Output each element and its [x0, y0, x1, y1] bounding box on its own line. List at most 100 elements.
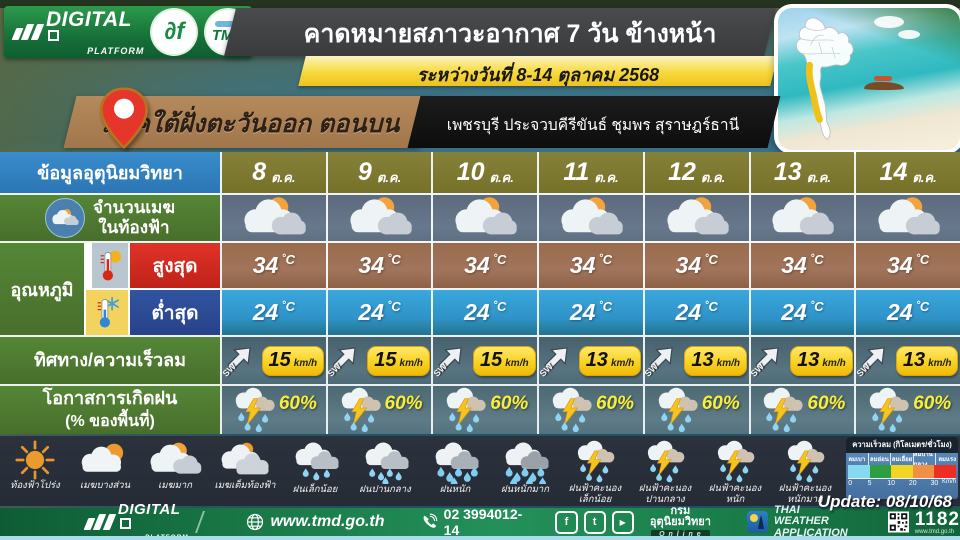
min-temp-label: ต่ำสุด — [130, 290, 220, 335]
max-temp-cell: 34 ˚C — [856, 243, 960, 288]
wind-scale-title: ความเร็วลม (กิโลเมตร/ชั่วโมง) — [846, 437, 958, 453]
cloud-decor — [874, 16, 904, 28]
cloud-sun-icon — [45, 198, 86, 238]
youtube-icon[interactable]: ▶ — [611, 510, 634, 534]
logo-platform: PLATFORM — [87, 45, 145, 56]
footer-bar: DIGITAL PLATFORM www.tmd.go.th 02 399401… — [0, 502, 960, 540]
max-temp-cell: 34 ˚C — [433, 243, 538, 288]
legend-item: ฝนฟ้าคะนอง เล็กน้อย — [560, 436, 630, 506]
department-name: กรมอุตุนิยมวิทยา O n l i n e — [649, 504, 711, 539]
website-link[interactable]: www.tmd.go.th — [246, 513, 385, 531]
cloud-cell — [644, 195, 749, 241]
top-strip — [0, 0, 960, 8]
legend-item: ฝนฟ้าคะนอง ปานกลาง — [630, 436, 700, 506]
rain-cell: 60% — [750, 386, 855, 434]
legend-item: ฝนปานกลาง — [350, 436, 420, 506]
thunderstorm-icon — [759, 387, 805, 433]
phone-icon — [421, 513, 438, 531]
divider — [194, 511, 205, 533]
date-cell: 14 ต.ค. — [856, 152, 960, 193]
thermometer-cold-icon — [86, 290, 128, 335]
twitter-icon[interactable]: t — [583, 510, 606, 534]
very-heavy-rain-icon — [505, 442, 549, 484]
wind-cell: SW 13 km/h — [539, 337, 643, 384]
region-name: ภาคใต้ฝั่งตะวันออก ตอนบน — [102, 110, 400, 138]
legend-item: ฝนฟ้าคะนอง หนักมาก — [770, 436, 840, 506]
thai-weather-app-icon[interactable] — [747, 511, 768, 533]
region-provinces: เพชรบุรี ประจวบคีรีขันธ์ ชุมพร สุราษฎร์ธ… — [446, 117, 740, 134]
tmd-cloud-icon — [215, 21, 242, 27]
app-name: THAI WEATHER APPLICATION — [774, 503, 848, 539]
date-cell: 8 ต.ค. — [222, 152, 326, 193]
legend-item: ท้องฟ้าโปร่ง — [0, 436, 70, 506]
digital-gov-logo: ∂f — [150, 8, 199, 56]
thunderstorm-icon — [548, 387, 594, 433]
light-thunderstorm-icon — [570, 440, 620, 483]
facebook-icon[interactable]: f — [555, 510, 578, 534]
min-temp-cell: 24 ˚C — [644, 290, 749, 335]
date-cell: 9 ต.ค. — [327, 152, 432, 193]
logo-square-icon — [48, 29, 59, 41]
table-header-label: ข้อมูลอุตุนิยมวิทยา — [0, 152, 220, 193]
wind-direction-arrow-icon: SW — [539, 342, 575, 380]
partly-cloudy-icon — [238, 195, 310, 241]
legend-item: ฝนเล็กน้อย — [280, 436, 350, 506]
heavy-rain-icon — [435, 442, 479, 484]
rain-cell: 60% — [644, 386, 749, 434]
wind-direction-arrow-icon: SW — [645, 342, 680, 380]
max-temp-cell: 34 ˚C — [327, 243, 432, 288]
min-temp-cell: 24 ˚C — [327, 290, 432, 335]
digital-platform-logo: DIGITAL PLATFORM ∂f TMD — [4, 6, 252, 58]
date-range-text: ระหว่างวันที่ 8-14 ตุลาคม 2568 — [416, 65, 660, 85]
legend-item: ฝนหนักมาก — [490, 436, 560, 506]
phone-contact[interactable]: 02 3994012-14 — [421, 506, 534, 538]
cloudy-icon — [146, 440, 204, 480]
cloud-cell — [222, 195, 326, 241]
partly-cloudy-icon — [872, 195, 944, 241]
thunderstorm-icon — [231, 387, 277, 433]
highlighted-region — [805, 61, 823, 123]
min-temp-cell: 24 ˚C — [750, 290, 855, 335]
rain-cell: 60% — [433, 386, 538, 434]
update-timestamp: Update: 08/10/68 — [817, 492, 952, 511]
wind-direction-arrow-icon: SW — [222, 342, 258, 380]
wind-direction-arrow-icon: SW — [433, 342, 469, 380]
thailand-map — [796, 17, 854, 140]
logo-text: DIGITAL PLATFORM — [46, 9, 144, 56]
wind-cell: SW 13 km/h — [750, 337, 855, 384]
qr-code[interactable] — [888, 511, 909, 533]
wind-direction-arrow-icon: SW — [328, 342, 363, 380]
max-temp-cell: 34 ˚C — [539, 243, 643, 288]
wind-row-label: ทิศทาง/ความเร็วลม — [0, 337, 220, 384]
wind-speed-scale: ความเร็วลม (กิโลเมตร/ชั่วโมง) ลมเบา ลมอ่… — [846, 437, 958, 499]
legend-item: เมฆเต็มท้องฟ้า — [210, 436, 280, 506]
legend-item: ฝนหนัก — [420, 436, 490, 506]
forecast-table: ข้อมูลอุตุนิยมวิทยา 8 ต.ค. 9 ต.ค. 10 ต.ค. 1… — [0, 152, 960, 434]
wind-cell: SW 15 km/h — [222, 337, 326, 384]
wind-cell: SW 15 km/h — [327, 337, 432, 384]
wind-scale-ticks: 0 5 10 20 30 Km/h — [848, 478, 956, 491]
wind-direction-arrow-icon: SW — [856, 342, 892, 380]
thunderstorm-icon — [865, 387, 911, 433]
cloud-cell — [327, 195, 432, 241]
location-pin-icon — [96, 86, 152, 150]
date-cell: 13 ต.ค. — [750, 152, 855, 193]
thunderstorm-icon — [654, 387, 700, 433]
max-temp-cell: 34 ˚C — [222, 243, 326, 288]
partly-cloudy-icon — [661, 195, 733, 241]
wind-direction-arrow-icon: SW — [751, 342, 786, 380]
wind-cell: SW 13 km/h — [856, 337, 960, 384]
rain-cell: 60% — [222, 386, 326, 434]
very-heavy-thunderstorm-icon — [780, 440, 830, 483]
date-cell: 12 ต.ค. — [644, 152, 749, 193]
logo-bars-icon — [11, 24, 45, 40]
wind-cell: SW 15 km/h — [433, 337, 538, 384]
date-cell: 10 ต.ค. — [433, 152, 538, 193]
legend-item: เมฆบางส่วน — [70, 436, 140, 506]
partly-cloudy-icon — [344, 195, 416, 241]
min-temp-cell: 24 ˚C — [433, 290, 538, 335]
min-temp-cell: 24 ˚C — [222, 290, 326, 335]
light-rain-icon — [295, 442, 339, 481]
partly-cloudy-icon — [766, 195, 838, 241]
